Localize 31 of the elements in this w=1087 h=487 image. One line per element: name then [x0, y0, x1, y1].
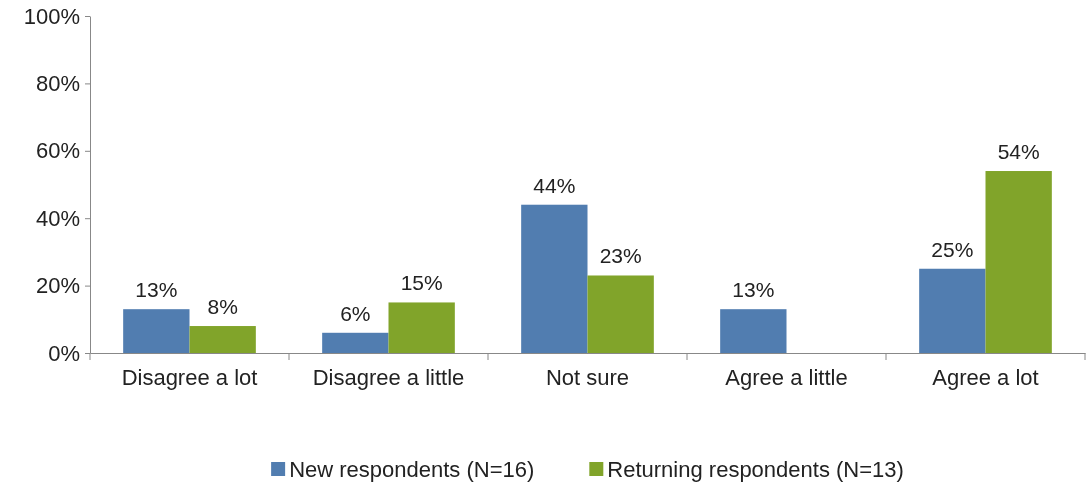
data-label: 8% [207, 295, 238, 319]
y-tick-label: 80% [35, 70, 80, 96]
x-tick-label: Not sure [545, 364, 630, 390]
bar [919, 268, 986, 353]
bar [189, 326, 256, 353]
data-label: 15% [400, 271, 443, 295]
data-label: 23% [599, 244, 642, 268]
bar [322, 332, 389, 353]
y-tick-label: 40% [35, 205, 80, 231]
data-label: 13% [732, 278, 775, 302]
bar [123, 309, 190, 353]
bar [587, 275, 654, 353]
data-label: 54% [997, 140, 1040, 164]
y-tick-label: 100% [23, 3, 80, 29]
data-label: 6% [340, 301, 371, 325]
bar [388, 302, 455, 353]
x-tick-label: Agree a lot [932, 364, 1039, 390]
x-tick-label: Agree a little [725, 364, 848, 390]
data-label: 13% [135, 278, 178, 302]
legend-label: Returning respondents (N=13) [607, 457, 904, 482]
bar [521, 204, 588, 353]
bar [985, 171, 1052, 353]
x-tick-label: Disagree a little [312, 364, 465, 390]
y-tick-label: 0% [48, 340, 80, 366]
bar [720, 309, 787, 353]
data-label: 25% [931, 237, 974, 261]
legend-label: New respondents (N=16) [289, 457, 535, 482]
y-tick-label: 60% [35, 138, 80, 164]
y-tick-label: 20% [35, 273, 80, 299]
data-label: 44% [533, 173, 576, 197]
x-tick-label: Disagree a lot [121, 364, 258, 390]
